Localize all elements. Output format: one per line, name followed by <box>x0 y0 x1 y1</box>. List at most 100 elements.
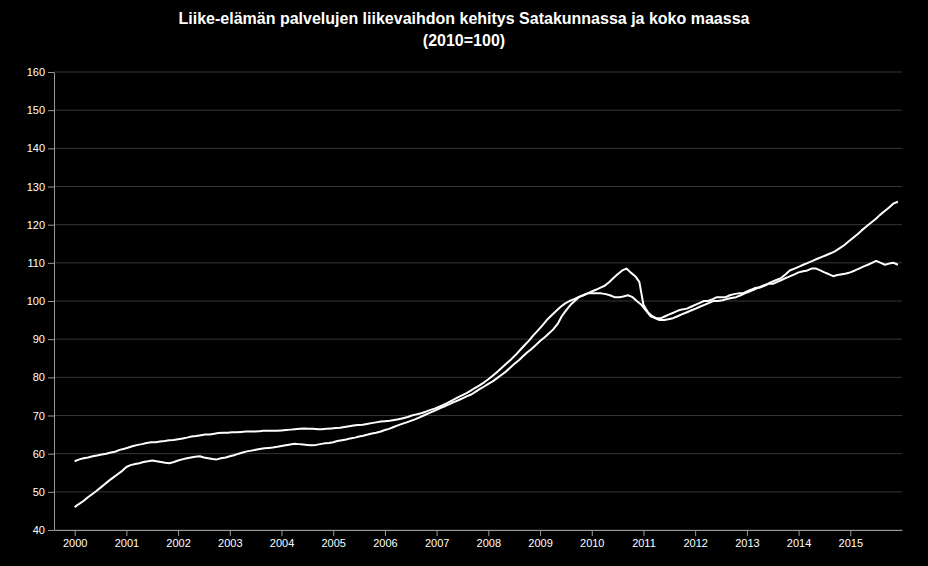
y-tick-mark <box>48 110 54 111</box>
grid-line <box>54 339 902 340</box>
y-tick-label: 110 <box>27 257 45 269</box>
x-tick: 2011 <box>632 530 656 549</box>
y-tick: 90 <box>33 333 54 345</box>
y-tick-label: 90 <box>33 333 45 345</box>
x-axis: 2000 2001 2002 2003 2004 2005 2006 2007 2008 2009… <box>55 530 903 549</box>
grid-line <box>54 377 902 378</box>
y-tick: 160 <box>27 66 54 78</box>
x-tick: 2012 <box>683 530 707 549</box>
x-tick-label: 2008 <box>477 537 501 549</box>
x-tick-label: 2005 <box>321 537 345 549</box>
x-tick: 2013 <box>735 530 759 549</box>
x-tick-mark <box>282 530 283 536</box>
grid-line <box>54 110 902 111</box>
y-tick-mark <box>48 225 54 226</box>
x-tick: 2006 <box>373 530 397 549</box>
x-tick-label: 2001 <box>115 537 139 549</box>
y-tick-mark <box>48 301 54 302</box>
x-tick: 2003 <box>218 530 242 549</box>
y-tick-label: 150 <box>27 104 45 116</box>
grid-line <box>54 491 902 492</box>
y-tick: 120 <box>27 219 54 231</box>
grid-line <box>54 415 902 416</box>
x-tick: 2002 <box>166 530 190 549</box>
x-tick-mark <box>695 530 696 536</box>
x-tick-label: 2009 <box>528 537 552 549</box>
x-tick-label: 2011 <box>632 537 656 549</box>
y-tick: 80 <box>33 371 54 383</box>
y-tick-label: 50 <box>33 486 45 498</box>
y-tick: 60 <box>33 448 54 460</box>
y-tick-label: 140 <box>27 142 45 154</box>
x-tick-mark <box>178 530 179 536</box>
background <box>0 0 928 566</box>
y-tick: 150 <box>27 104 54 116</box>
x-tick-mark <box>799 530 800 536</box>
grid <box>54 72 902 530</box>
plot-area: 2000 2001 2002 2003 2004 2005 2006 2007 2008 2009… <box>27 66 903 549</box>
series-group <box>75 202 898 507</box>
x-tick: 2005 <box>321 530 345 549</box>
x-tick-mark <box>643 530 644 536</box>
x-tick-mark <box>75 530 76 536</box>
x-tick-label: 2010 <box>580 537 604 549</box>
y-tick-label: 100 <box>27 295 45 307</box>
series-line <box>75 202 898 462</box>
x-tick-label: 2013 <box>735 537 759 549</box>
y-tick-mark <box>48 187 54 188</box>
y-tick-mark <box>48 530 54 531</box>
x-tick-mark <box>592 530 593 536</box>
series-line <box>75 261 898 507</box>
y-tick-label: 120 <box>27 219 45 231</box>
grid-line <box>54 301 902 302</box>
y-tick-mark <box>48 148 54 149</box>
y-tick-mark <box>48 263 54 264</box>
x-tick-label: 2004 <box>270 537 294 549</box>
title: Liike-elämän palvelujen liikevaihdon keh… <box>179 10 750 49</box>
grid-line <box>54 148 902 149</box>
x-tick-mark <box>333 530 334 536</box>
x-tick-mark <box>230 530 231 536</box>
y-tick-label: 80 <box>33 371 45 383</box>
y-axis: 40 50 60 70 80 90 100 110 120 130 140 150 160 <box>27 66 55 536</box>
x-tick-label: 2002 <box>166 537 190 549</box>
y-tick-label: 130 <box>27 181 45 193</box>
y-tick-label: 40 <box>33 524 45 536</box>
x-tick-label: 2000 <box>63 537 87 549</box>
x-tick: 2009 <box>528 530 552 549</box>
x-tick-mark <box>437 530 438 536</box>
y-tick: 140 <box>27 142 54 154</box>
x-tick: 2001 <box>115 530 139 549</box>
grid-line <box>54 453 902 454</box>
x-tick: 2008 <box>477 530 501 549</box>
y-tick-mark <box>48 492 54 493</box>
x-tick: 2014 <box>787 530 811 549</box>
y-tick: 40 <box>33 524 54 536</box>
x-tick-label: 2006 <box>373 537 397 549</box>
y-tick: 110 <box>27 257 54 269</box>
y-tick-mark <box>48 72 54 73</box>
x-tick-label: 2015 <box>839 537 863 549</box>
y-axis-line <box>54 73 55 531</box>
grid-line <box>54 72 902 73</box>
y-tick: 130 <box>27 181 54 193</box>
y-tick-label: 70 <box>33 410 45 422</box>
chart: 2000 2001 2002 2003 2004 2005 2006 2007 2008 2009… <box>0 0 928 566</box>
y-tick: 50 <box>33 486 54 498</box>
y-tick: 100 <box>27 295 54 307</box>
y-tick-mark <box>48 339 54 340</box>
x-tick: 2010 <box>580 530 604 549</box>
x-tick: 2007 <box>425 530 449 549</box>
x-tick: 2015 <box>839 530 863 549</box>
y-tick-mark <box>48 454 54 455</box>
x-tick-label: 2012 <box>683 537 707 549</box>
x-tick-mark <box>540 530 541 536</box>
grid-line <box>54 262 902 263</box>
x-tick-mark <box>385 530 386 536</box>
grid-line <box>54 224 902 225</box>
x-axis-line <box>55 530 903 531</box>
x-tick-mark <box>747 530 748 536</box>
x-tick-label: 2007 <box>425 537 449 549</box>
grid-line <box>54 530 902 531</box>
grid-line <box>54 186 902 187</box>
